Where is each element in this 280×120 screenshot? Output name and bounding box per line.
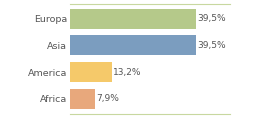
Bar	[70, 9, 196, 29]
Bar	[70, 62, 112, 82]
Text: 39,5%: 39,5%	[197, 41, 226, 50]
Bar	[70, 35, 196, 55]
Text: 7,9%: 7,9%	[97, 94, 119, 103]
Text: 13,2%: 13,2%	[113, 68, 142, 77]
Text: 39,5%: 39,5%	[197, 14, 226, 23]
Bar	[70, 89, 95, 109]
